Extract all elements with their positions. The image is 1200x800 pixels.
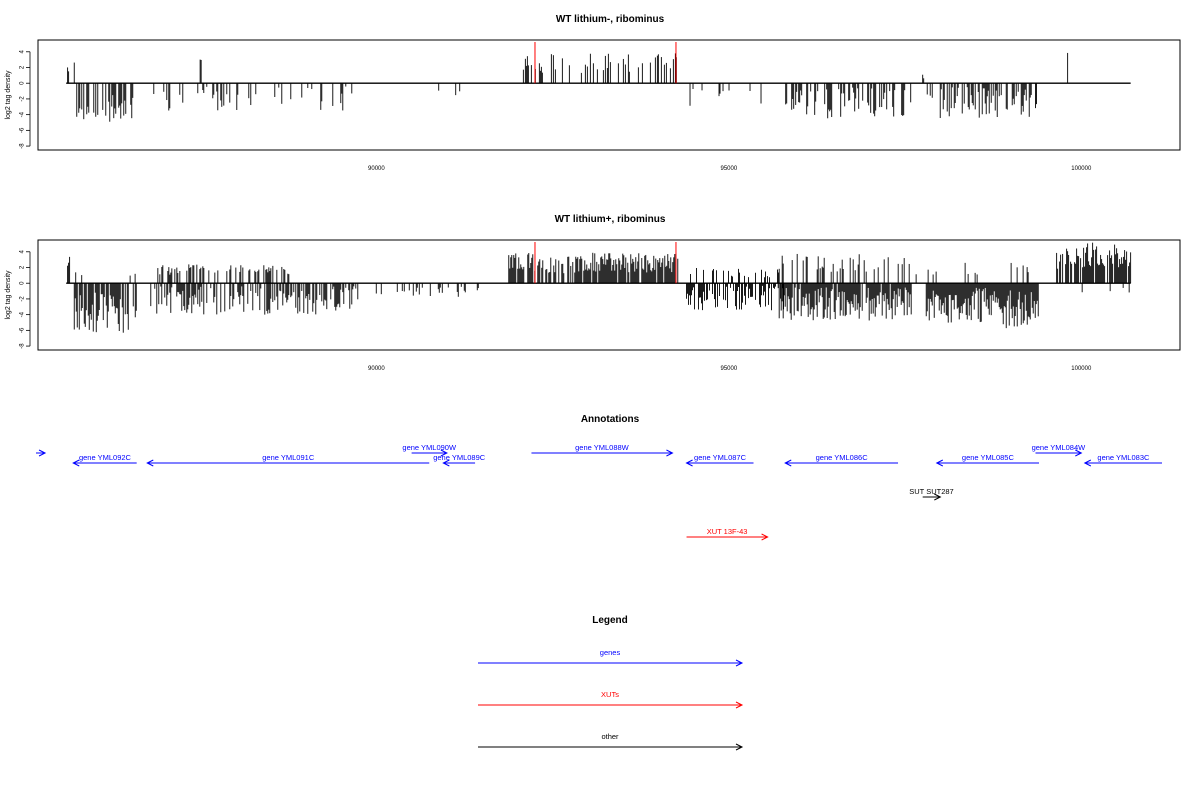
y-tick-label: -6 [20, 127, 26, 133]
panel-title: WT lithium-, ribominus [556, 14, 665, 25]
legend-title: Legend [592, 615, 628, 626]
arrowhead-icon [440, 449, 448, 457]
y-tick-label: 0 [20, 81, 26, 85]
x-tick-label: 90000 [368, 166, 385, 172]
y-tick-label: -4 [20, 311, 26, 317]
arrowhead-icon [761, 533, 769, 541]
y-tick-label: 2 [20, 65, 26, 69]
legend-item-xuts: XUTs [478, 690, 744, 709]
x-tick-label: 100000 [1071, 166, 1092, 172]
annotation-label: gene YML083C [1097, 453, 1150, 462]
annotation-label: gene YML084W [1032, 443, 1087, 452]
annotation-gene-yml088w: gene YML088W [531, 443, 674, 457]
arrowhead-icon [666, 449, 674, 457]
annotation-gene-yml084w: gene YML084W [1032, 443, 1087, 457]
y-axis-label: log2 tag density [5, 270, 12, 320]
annotation-label: gene YML088W [575, 443, 630, 452]
annotation-gene-yml087c: gene YML087C [685, 453, 754, 467]
arrowhead-icon [72, 459, 80, 467]
arrowhead-icon [1083, 459, 1092, 467]
arrowhead-icon [1075, 449, 1083, 457]
x-tick-label: 90000 [368, 366, 385, 372]
annotation-label: gene YML087C [694, 453, 747, 462]
y-tick-label: 4 [20, 249, 26, 253]
annotation-gene-yml092c: gene YML092C [72, 453, 137, 467]
arrowhead-icon [784, 459, 792, 467]
annotation-label: gene YML085C [962, 453, 1015, 462]
annotation-gene-yml085c: gene YML085C [935, 453, 1040, 467]
panel-title: WT lithium+, ribominus [555, 214, 666, 225]
annotation-xut-13f-43: XUT 13F-43 [686, 527, 769, 541]
x-tick-label: 95000 [720, 166, 737, 172]
x-tick-label: 95000 [720, 366, 737, 372]
annotation-sut-sut287: SUT SUT287 [909, 487, 954, 501]
signal-bars [67, 242, 1132, 333]
annotation-gene-yml089c: gene YML089C [433, 453, 486, 467]
y-tick-label: 0 [20, 281, 26, 285]
y-tick-label: 4 [20, 49, 26, 53]
annotation-label: gene YML086C [816, 453, 869, 462]
annotation-label: gene YML091C [262, 453, 315, 462]
arrowhead-icon [38, 449, 47, 457]
annotation-label: gene YML092C [79, 453, 132, 462]
plot-frame [37, 39, 1181, 151]
annotation-gene-yml083c: gene YML083C [1083, 453, 1162, 467]
annotation-gene-yml086c: gene YML086C [784, 453, 899, 467]
annotation-label: SUT SUT287 [909, 487, 953, 496]
x-tick-label: 100000 [1071, 366, 1092, 372]
y-tick-label: -2 [20, 96, 26, 102]
annotation-label: gene YML090W [402, 443, 457, 452]
arrowhead-icon [735, 659, 744, 667]
arrowhead-icon [935, 459, 944, 467]
annotation-unlabeled-gene [36, 449, 47, 457]
annotation-label: XUT 13F-43 [707, 527, 748, 536]
arrowhead-icon [735, 743, 744, 751]
arrowhead-icon [442, 459, 450, 467]
legend-label: other [601, 732, 619, 741]
plot-frame [37, 239, 1181, 351]
arrowhead-icon [735, 701, 744, 709]
legend-label: XUTs [601, 690, 619, 699]
legend-item-other: other [478, 732, 744, 751]
annotation-label: gene YML089C [433, 453, 486, 462]
annotation-gene-yml090w: gene YML090W [402, 443, 457, 457]
signal-bars [67, 52, 1069, 122]
y-tick-label: -6 [20, 327, 26, 333]
y-tick-label: -8 [20, 343, 26, 349]
legend-label: genes [600, 648, 621, 657]
y-tick-label: 2 [20, 265, 26, 269]
legend-item-genes: genes [478, 648, 744, 667]
annotations-title: Annotations [581, 414, 640, 425]
arrowhead-icon [146, 459, 154, 467]
arrowhead-icon [934, 493, 942, 501]
annotation-gene-yml091c: gene YML091C [146, 453, 430, 467]
arrowhead-icon [685, 459, 693, 467]
track-panel-1: WT lithium-, ribominus 4 2 0 -2 -4 -6 -8 log2 ta… [5, 14, 1181, 172]
y-tick-label: -8 [20, 143, 26, 149]
annotations-panel: Annotations gene YML092C gene YML091C gene … [36, 414, 1162, 541]
y-tick-label: -4 [20, 111, 26, 117]
y-tick-label: -2 [20, 296, 26, 302]
track-panel-2: WT lithium+, ribominus 4 2 0 -2 -4 -6 -8 log2 ta… [5, 214, 1181, 372]
y-axis-label: log2 tag density [5, 70, 12, 120]
legend: Legend genes XUTs other [478, 615, 744, 751]
